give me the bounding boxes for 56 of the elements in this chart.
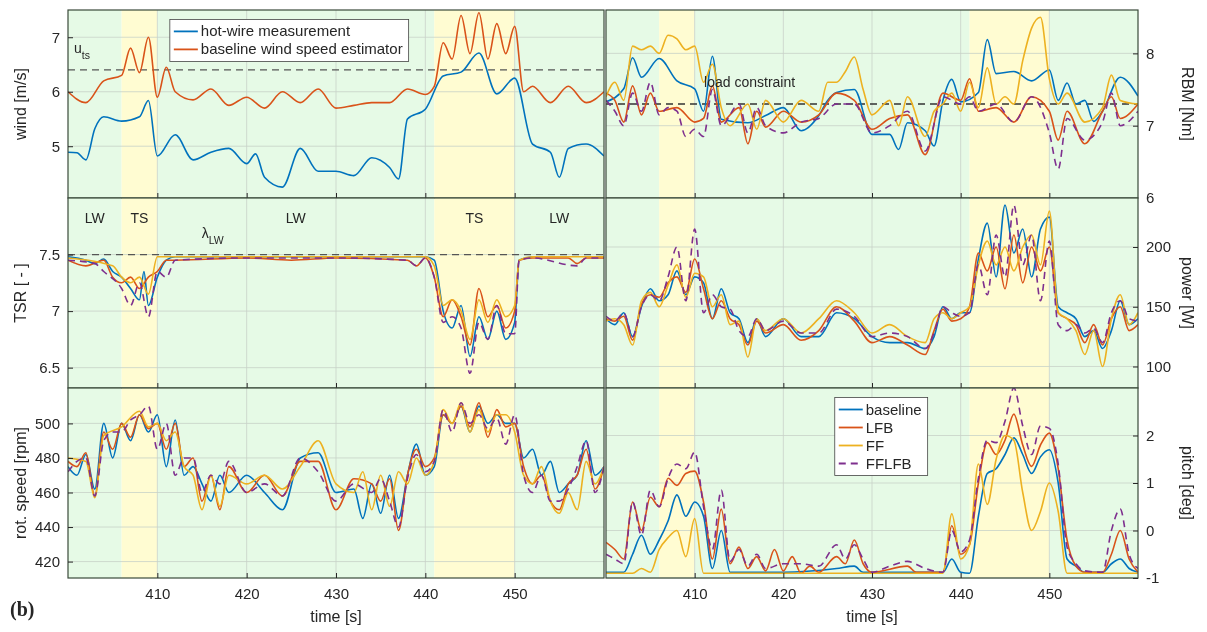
legend-label: LFB <box>865 418 894 436</box>
y-tick-label: 6 <box>1146 189 1155 207</box>
ref-line-label: λ$_{LW}$ <box>201 224 224 246</box>
x-tick-label: 410 <box>682 584 708 602</box>
band-label: TS <box>465 210 484 226</box>
x-tick-label: 430 <box>859 584 886 602</box>
legend-label: hot-wire measurement <box>200 22 351 40</box>
y-tick-label: -1 <box>1146 569 1160 587</box>
y-tick-label: 6 <box>51 83 60 101</box>
y-tick-label: 7.5 <box>39 245 60 263</box>
y-tick-label: 460 <box>34 483 60 501</box>
y-tick-label: 420 <box>34 552 60 570</box>
legend-label: FFLFB <box>865 454 912 472</box>
x-axis-title: time [s] <box>310 608 362 625</box>
x-tick-label: 430 <box>323 584 350 602</box>
text: (b) <box>10 598 35 621</box>
band-label: LW <box>549 210 571 226</box>
y-tick-label: 100 <box>1146 357 1172 375</box>
y-tick-label: 150 <box>1146 298 1172 316</box>
legend-label: FF <box>865 436 885 454</box>
y-axis-title: pitch [deg] <box>1179 446 1196 520</box>
x-tick-label: 440 <box>948 584 974 602</box>
legend-label: baseline wind speed estimator <box>200 40 403 58</box>
y-tick-label: 7 <box>51 28 60 46</box>
y-tick-label: 2 <box>1146 426 1155 444</box>
y-tick-label: 5 <box>51 137 60 155</box>
y-tick-label: 6.5 <box>39 358 60 376</box>
line-series <box>606 38 1138 151</box>
y-axis-title: TSR [ - ] <box>12 263 29 323</box>
x-tick-label: 450 <box>1037 584 1063 602</box>
y-tick-label: 1 <box>1146 474 1155 492</box>
y-tick-label: 480 <box>34 449 60 467</box>
y-axis-title: rot. speed [rpm] <box>12 426 29 540</box>
x-tick-label: 440 <box>413 584 439 602</box>
band-label: TS <box>130 210 149 226</box>
x-axis-title: time [s] <box>846 608 898 625</box>
y-axis-title: RBM [Nm] <box>1179 67 1196 141</box>
band-label: LW <box>84 210 106 226</box>
x-tick-label: 410 <box>145 584 171 602</box>
y-tick-label: 0 <box>1146 521 1155 539</box>
y-axis-title: power [W] <box>1179 256 1196 330</box>
x-tick-label: 420 <box>234 584 260 602</box>
legend-label: baseline <box>865 400 922 418</box>
band-label: LW <box>285 210 307 226</box>
y-tick-label: 440 <box>34 518 60 536</box>
x-tick-label: 450 <box>502 584 528 602</box>
y-tick-label: 500 <box>34 414 60 432</box>
x-tick-label: 420 <box>771 584 797 602</box>
y-tick-label: 7 <box>51 302 60 320</box>
line-series <box>606 16 1138 138</box>
line-series <box>606 234 1138 356</box>
y-axis-title: wind [m/s] <box>12 67 29 142</box>
y-tick-label: 8 <box>1146 44 1155 62</box>
ref-line-label: u$_{ts}$ <box>74 39 90 61</box>
y-tick-label: 200 <box>1146 238 1172 256</box>
y-tick-label: 7 <box>1146 116 1155 134</box>
